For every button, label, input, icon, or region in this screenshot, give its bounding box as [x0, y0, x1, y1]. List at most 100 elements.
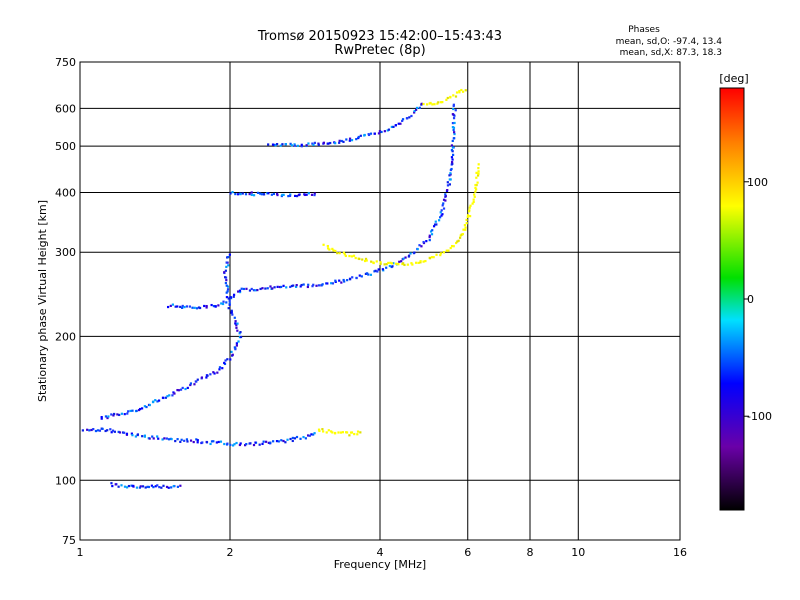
- data-point: [340, 281, 343, 284]
- data-point: [176, 438, 179, 441]
- data-point: [236, 193, 240, 196]
- data-point: [418, 106, 421, 109]
- data-point: [181, 304, 184, 308]
- data-point: [239, 193, 242, 196]
- data-point: [293, 194, 297, 198]
- data-point: [460, 88, 463, 92]
- data-point: [135, 486, 139, 489]
- data-point: [245, 287, 248, 290]
- data-point: [359, 431, 362, 434]
- data-point: [151, 435, 154, 438]
- data-point: [415, 108, 418, 111]
- data-point: [474, 190, 477, 193]
- data-point: [107, 415, 110, 418]
- data-point: [191, 306, 194, 309]
- data-point: [227, 264, 230, 267]
- data-point: [104, 429, 107, 433]
- data-point: [420, 102, 423, 105]
- data-point: [360, 275, 363, 278]
- data-point: [123, 413, 126, 416]
- data-point: [141, 435, 144, 438]
- data-point: [209, 373, 212, 376]
- data-point: [298, 193, 301, 196]
- data-point: [454, 95, 458, 98]
- data-point: [353, 432, 356, 436]
- data-point: [88, 429, 91, 432]
- data-point: [96, 429, 100, 432]
- data-point: [170, 438, 173, 441]
- data-point: [390, 125, 393, 129]
- data-point: [425, 240, 428, 243]
- data-point: [234, 192, 237, 196]
- data-point: [340, 139, 343, 143]
- y-tick-label: 75: [62, 534, 76, 547]
- data-point: [397, 122, 400, 125]
- data-point: [380, 130, 383, 134]
- data-point: [282, 284, 285, 287]
- data-point: [275, 440, 279, 443]
- data-point: [312, 143, 315, 146]
- data-point: [442, 198, 446, 201]
- data-point: [352, 254, 356, 257]
- data-point: [252, 289, 256, 292]
- data-point: [364, 272, 368, 275]
- data-point: [293, 144, 296, 147]
- data-point: [232, 295, 235, 298]
- data-point: [334, 279, 337, 282]
- data-point: [439, 216, 442, 219]
- data-point: [300, 283, 303, 287]
- data-point: [225, 301, 228, 304]
- data-point: [385, 266, 388, 269]
- y-tick-label: 200: [55, 330, 76, 343]
- data-point: [356, 430, 360, 433]
- data-point: [189, 383, 192, 387]
- data-point: [241, 192, 244, 195]
- data-point: [472, 200, 475, 204]
- data-point: [143, 405, 146, 408]
- data-point: [228, 303, 231, 306]
- data-point: [416, 248, 419, 251]
- data-point: [388, 264, 391, 268]
- data-point: [308, 434, 311, 437]
- data-point: [372, 261, 375, 264]
- data-point: [337, 431, 340, 434]
- data-point: [288, 194, 292, 198]
- data-point: [466, 215, 469, 218]
- data-point: [422, 240, 425, 244]
- data-point: [325, 282, 328, 285]
- data-point: [306, 285, 309, 289]
- data-point: [176, 305, 179, 308]
- data-point: [327, 429, 330, 432]
- data-point: [469, 204, 472, 207]
- data-point: [254, 289, 257, 292]
- data-point: [223, 271, 226, 274]
- data-point: [176, 388, 179, 392]
- data-point: [305, 193, 308, 196]
- data-point: [453, 131, 456, 134]
- data-point: [449, 96, 452, 99]
- data-point: [266, 287, 269, 290]
- data-point: [193, 383, 196, 386]
- data-point: [424, 259, 427, 263]
- data-point: [386, 129, 389, 132]
- data-point: [350, 139, 354, 142]
- colorbar-label: [deg]: [719, 72, 748, 85]
- data-point: [293, 437, 297, 440]
- data-point: [321, 283, 324, 286]
- data-point: [181, 306, 184, 309]
- data-point: [98, 429, 102, 432]
- data-point: [348, 254, 351, 258]
- data-point: [295, 284, 298, 287]
- data-point: [471, 202, 474, 205]
- data-point: [290, 144, 293, 147]
- data-point: [452, 245, 455, 248]
- data-point: [152, 400, 155, 403]
- data-point: [355, 138, 358, 141]
- data-point: [331, 431, 334, 434]
- data-point: [373, 270, 376, 273]
- data-point: [212, 304, 215, 308]
- colorbar-ticks: 100 0 -100: [744, 176, 772, 423]
- data-point: [299, 285, 302, 288]
- data-point: [306, 434, 310, 437]
- data-point: [465, 222, 468, 225]
